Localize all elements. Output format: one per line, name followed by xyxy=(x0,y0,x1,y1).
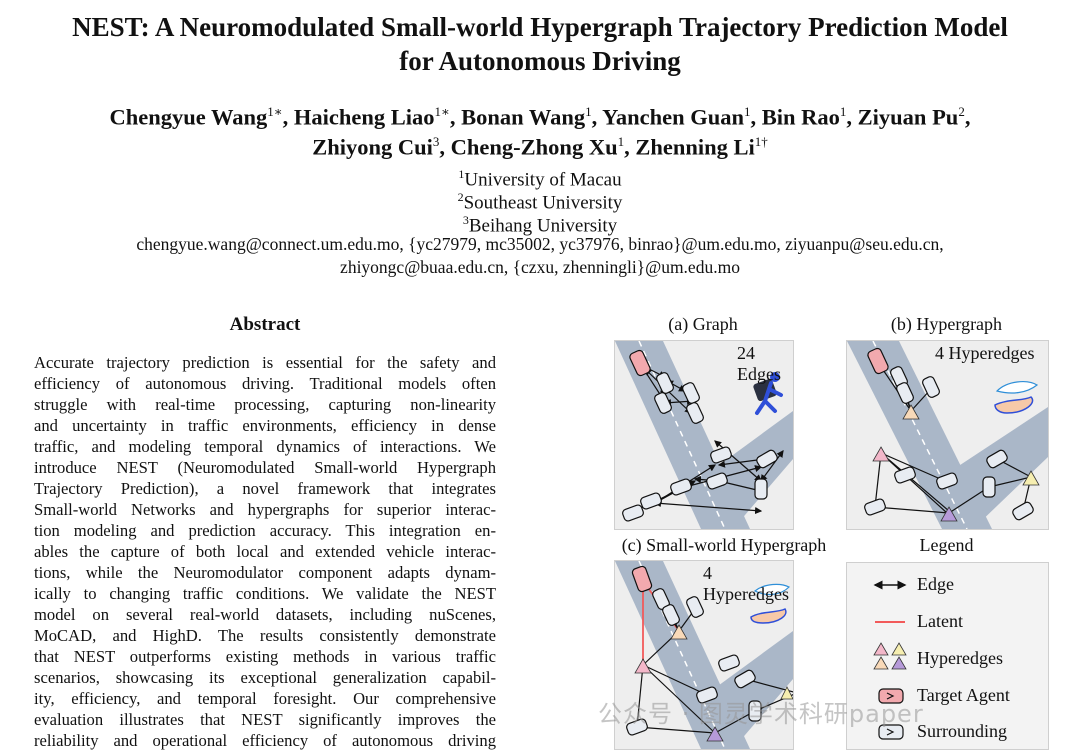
legend-title: Legend xyxy=(919,535,974,555)
legend-target-label: Target Agent xyxy=(917,685,1010,705)
panel-hypergraph: 4 Hyperedges xyxy=(846,340,1049,530)
author-mark: 1† xyxy=(754,134,768,149)
abstract-line: efficiency of autonomous driving. Tradit… xyxy=(34,374,496,393)
abstract-heading: Abstract xyxy=(229,314,301,335)
legend-edge-label: Edge xyxy=(917,574,954,594)
panel-a-count: 24 Edges xyxy=(737,343,781,384)
hypergraph-diagram xyxy=(847,341,1048,529)
email-line2: zhiyongc@buaa.edu.cn, {czxu, zhenningli}… xyxy=(340,257,740,277)
abstract-line: tion modeling and prediction accuracy. T… xyxy=(34,521,496,540)
vehicles xyxy=(626,565,762,736)
panel-c-label: (c) Small-world Hypergraph xyxy=(621,535,827,555)
author-name: Haicheng Liao xyxy=(293,104,435,130)
author-name: Chengyue Wang xyxy=(109,104,268,130)
email-line1: chengyue.wang@connect.um.edu.mo, {yc2797… xyxy=(136,234,944,254)
abstract-line: struggle with real-time processing, capt… xyxy=(34,395,496,414)
paper-title-line2: for Autonomous Driving xyxy=(399,46,681,76)
panel-a-label: (a) Graph xyxy=(668,314,738,334)
author-mark: 3 xyxy=(432,134,440,149)
graph-diagram xyxy=(615,341,793,529)
author-name: Zhenning Li xyxy=(635,134,755,160)
abstract-line: scenarios, showcasing its exceptional ge… xyxy=(34,668,496,687)
hyperedge-node xyxy=(634,658,652,674)
author-list-line1: Chengyue Wang1∗, Haicheng Liao1∗, Bonan … xyxy=(109,104,971,130)
abstract-line: and uncertainty in traffic environments,… xyxy=(34,416,496,435)
author-list-line2: Zhiyong Cui3, Cheng-Zhong Xu1, Zhenning … xyxy=(312,134,768,160)
author-name: Zhiyong Cui xyxy=(312,134,433,160)
vehicles xyxy=(864,347,1034,521)
target-car-icon xyxy=(878,688,904,704)
legend-icons xyxy=(873,580,907,740)
panel-b-label: (b) Hypergraph xyxy=(890,314,1003,334)
legend-hyperedges-label: Hyperedges xyxy=(917,648,1003,668)
affiliation: 1University of Macau xyxy=(458,167,622,191)
author-mark: 1∗ xyxy=(267,104,283,119)
abstract-line: Accurate trajectory prediction is essent… xyxy=(34,353,496,372)
author-mark: 1 xyxy=(585,104,592,119)
affiliation: 3Beihang University xyxy=(462,213,618,237)
legend-latent-label: Latent xyxy=(917,611,963,631)
abstract-line: tions, while the Neuromodulator componen… xyxy=(34,563,496,582)
author-name: Bin Rao xyxy=(761,104,840,130)
hand-feather-icon xyxy=(750,583,791,624)
abstract-line: ables the capture of both local and exte… xyxy=(34,542,496,561)
hyperedge-node xyxy=(872,446,890,462)
triangles-icon xyxy=(873,642,907,670)
abstract-line: ically to changing traffic conditions. W… xyxy=(34,584,496,603)
hyperedge-node xyxy=(902,404,920,420)
abstract-line: traffic, and modeling temporal dynamics … xyxy=(34,437,496,456)
running-man-icon xyxy=(753,372,783,415)
abstract-line: that NEST outperforms existing methods i… xyxy=(34,647,496,666)
author-name: Ziyuan Pu xyxy=(857,104,959,130)
panel-c-count: 4 Hyperedges xyxy=(703,563,789,604)
abstract-line: evaluation illustrates that NEST signifi… xyxy=(34,710,496,729)
road-branch xyxy=(711,411,793,529)
author-mark: 1∗ xyxy=(434,104,450,119)
paper-title-line1: NEST: A Neuromodulated Small-world Hyper… xyxy=(72,12,1008,42)
abstract-line: reliability and operational efficiency o… xyxy=(34,731,496,750)
author-mark: 1 xyxy=(744,104,751,119)
abstract-line: Small-world Networks and hypergraphs for… xyxy=(34,500,496,519)
abstract-line: MoCAD, and HighD. The results consistent… xyxy=(34,626,496,645)
watermark: 公众号 · 图灵学术科研paper xyxy=(598,700,924,728)
small-world-diagram xyxy=(615,561,793,749)
legend-surrounding-label: Surrounding xyxy=(917,721,1007,741)
hyperedge-node xyxy=(1022,470,1040,486)
abstract-line: Trajectory Prediction), a novel framewor… xyxy=(34,479,496,498)
hyperedge-node xyxy=(940,506,958,522)
hyperedge-node xyxy=(670,624,688,640)
author-mark: 1 xyxy=(839,104,847,119)
panel-b-count: 4 Hyperedges xyxy=(935,343,1035,363)
author-mark: 2 xyxy=(958,104,965,119)
abstract-line: model on several real-world datasets, in… xyxy=(34,605,496,624)
author-name: Cheng-Zhong Xu xyxy=(450,134,618,160)
abstract-line: ity, efficiency, and temporal foresight.… xyxy=(34,689,496,708)
legend-box: Edge Latent Hyperedges Target Agent Surr… xyxy=(846,562,1049,750)
hand-feather-icon xyxy=(994,381,1039,414)
author-name: Bonan Wang xyxy=(461,104,586,130)
panel-graph: 24 Edges xyxy=(614,340,794,530)
surrounding-car-icon xyxy=(878,724,904,740)
abstract-line: introduce NEST (Neuromodulated Small-wor… xyxy=(34,458,496,477)
panel-small-world-hypergraph: 4 Hyperedges xyxy=(614,560,794,750)
author-name: Yanchen Guan xyxy=(602,104,744,130)
vehicles xyxy=(622,349,778,522)
affiliation: 2Southeast University xyxy=(457,190,623,214)
hyperedge-node xyxy=(780,686,793,700)
hyperedge-node xyxy=(706,726,724,742)
author-mark: 1 xyxy=(617,134,625,149)
